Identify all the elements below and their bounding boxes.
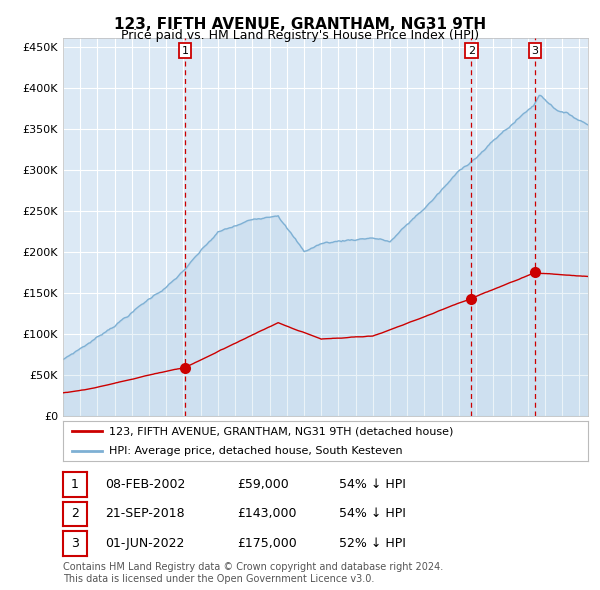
Text: 54% ↓ HPI: 54% ↓ HPI xyxy=(339,478,406,491)
Text: £143,000: £143,000 xyxy=(237,507,296,520)
Text: £59,000: £59,000 xyxy=(237,478,289,491)
Text: HPI: Average price, detached house, South Kesteven: HPI: Average price, detached house, Sout… xyxy=(109,447,403,456)
Text: 52% ↓ HPI: 52% ↓ HPI xyxy=(339,537,406,550)
Text: 123, FIFTH AVENUE, GRANTHAM, NG31 9TH (detached house): 123, FIFTH AVENUE, GRANTHAM, NG31 9TH (d… xyxy=(109,427,454,436)
Text: 08-FEB-2002: 08-FEB-2002 xyxy=(105,478,185,491)
Text: 1: 1 xyxy=(71,478,79,491)
Text: 54% ↓ HPI: 54% ↓ HPI xyxy=(339,507,406,520)
Text: 2: 2 xyxy=(468,45,475,55)
Text: 123, FIFTH AVENUE, GRANTHAM, NG31 9TH: 123, FIFTH AVENUE, GRANTHAM, NG31 9TH xyxy=(114,17,486,31)
Text: 01-JUN-2022: 01-JUN-2022 xyxy=(105,537,184,550)
Text: £175,000: £175,000 xyxy=(237,537,297,550)
Text: 3: 3 xyxy=(532,45,538,55)
Text: Contains HM Land Registry data © Crown copyright and database right 2024.: Contains HM Land Registry data © Crown c… xyxy=(63,562,443,572)
Text: 21-SEP-2018: 21-SEP-2018 xyxy=(105,507,185,520)
Text: 2: 2 xyxy=(71,507,79,520)
Text: 3: 3 xyxy=(71,537,79,550)
Text: Price paid vs. HM Land Registry's House Price Index (HPI): Price paid vs. HM Land Registry's House … xyxy=(121,30,479,42)
Text: 1: 1 xyxy=(181,45,188,55)
Text: This data is licensed under the Open Government Licence v3.0.: This data is licensed under the Open Gov… xyxy=(63,574,374,584)
